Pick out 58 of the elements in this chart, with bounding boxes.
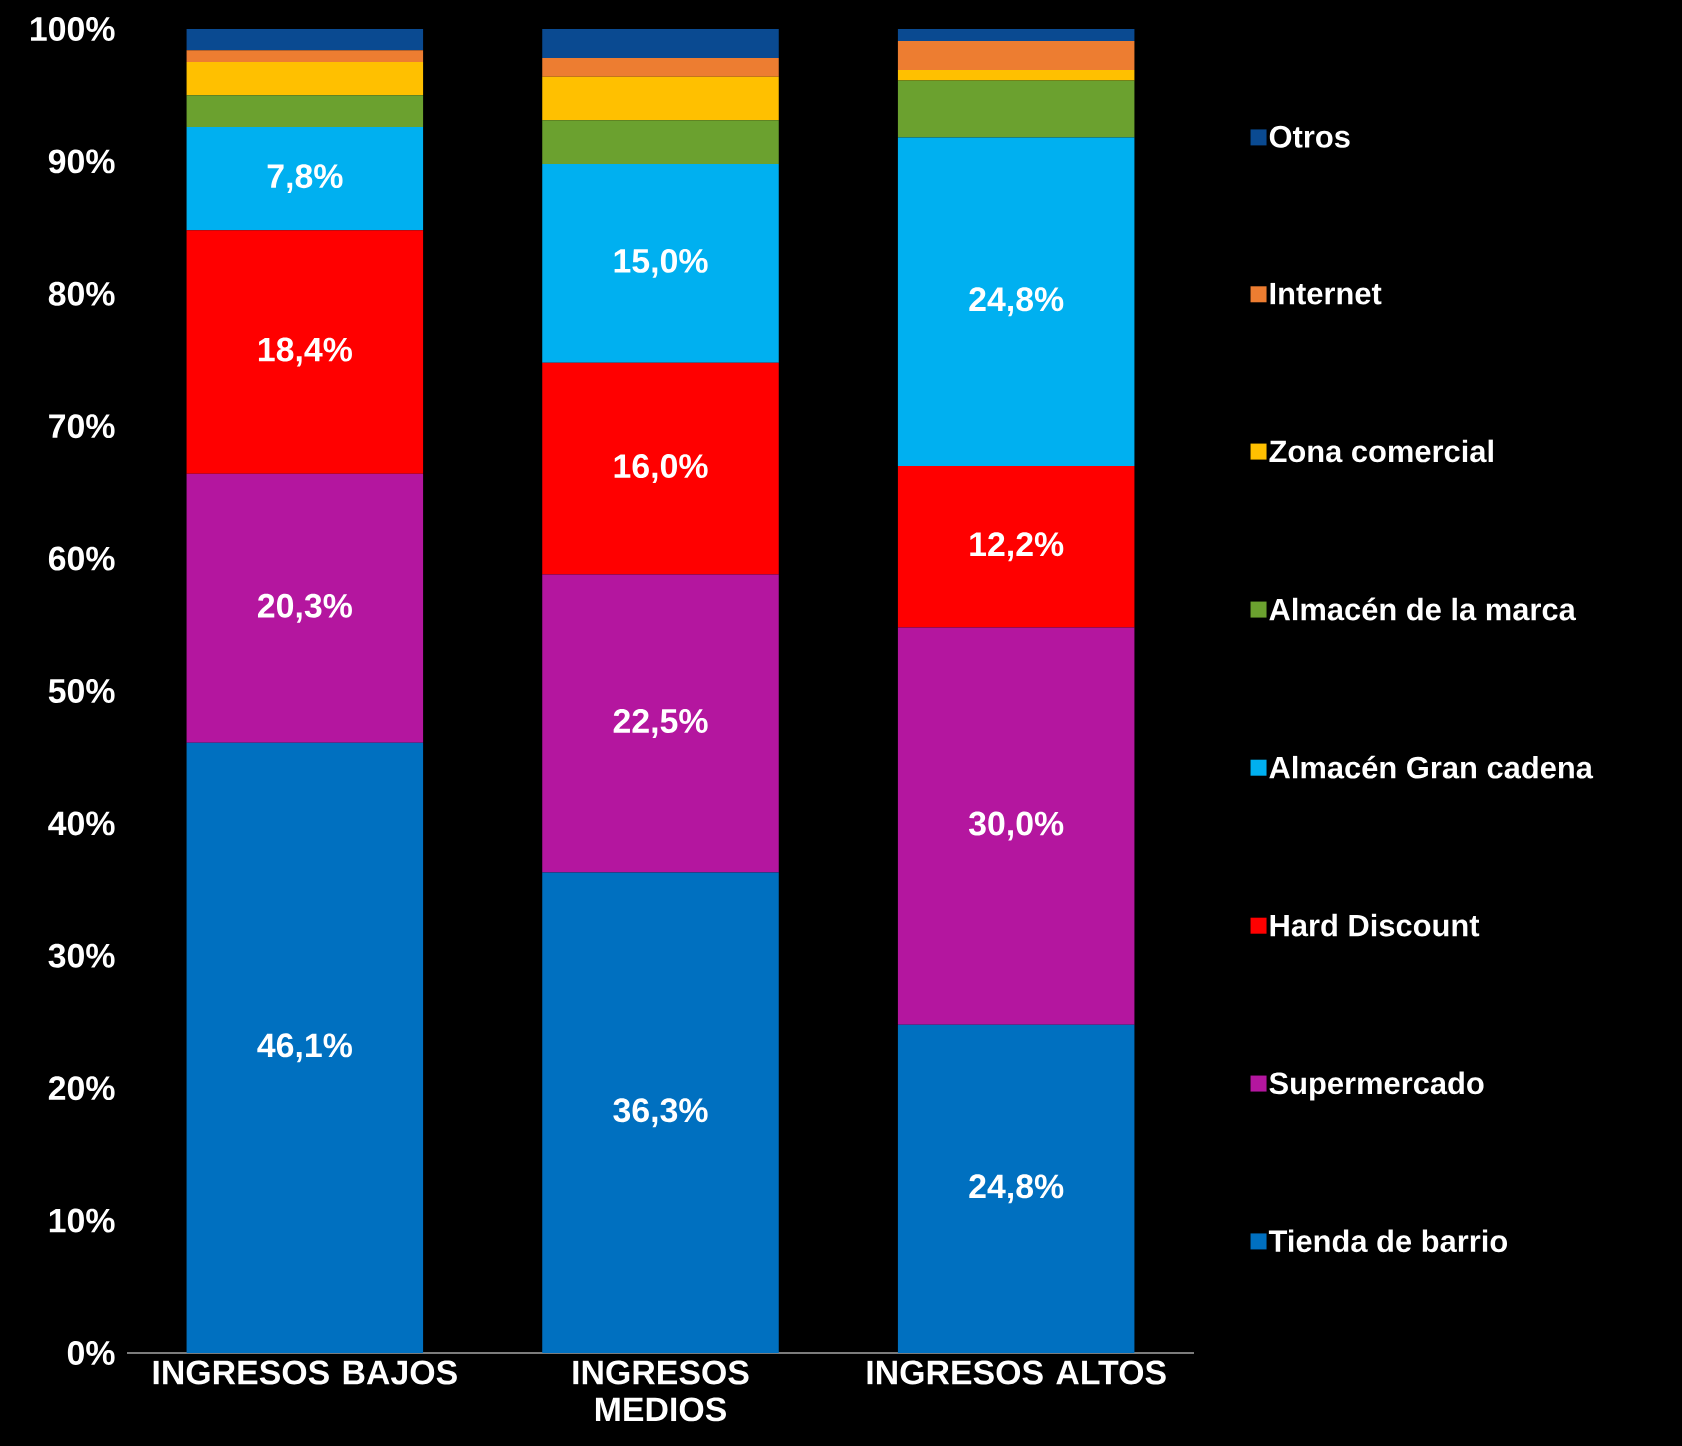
data-label: 30,0% — [968, 811, 1064, 841]
bar — [186, 62, 424, 96]
bar — [897, 465, 1135, 628]
data-label: 12,2% — [970, 532, 1064, 562]
y-tick-label: 20% — [48, 1076, 115, 1101]
y-tick-label: 30% — [48, 943, 115, 968]
data-label: 7,8% — [267, 164, 343, 194]
bar — [542, 58, 779, 77]
bar — [542, 120, 779, 165]
bar — [542, 872, 779, 1353]
bar — [897, 137, 1135, 466]
y-tick-label: 70% — [49, 414, 115, 439]
y-tick-label: 100% — [30, 16, 115, 41]
bar — [542, 362, 779, 575]
bar — [897, 1024, 1135, 1353]
legend-label: Internet — [1270, 282, 1382, 305]
data-label: 46,1% — [257, 1033, 352, 1063]
y-tick-label: 60% — [48, 546, 115, 571]
y-tick-label: 0% — [67, 1341, 115, 1365]
data-label: 15,0% — [614, 248, 708, 278]
x-tick-label: INGRESOS ALTOS — [867, 1360, 1166, 1385]
bar — [897, 40, 1135, 71]
bar — [897, 627, 1135, 1025]
bar — [186, 50, 424, 63]
x-tick-label: INGRESOS MEDIOS — [573, 1360, 749, 1422]
legend-label: Zona comercial — [1269, 439, 1493, 463]
bar — [897, 80, 1135, 138]
bar — [542, 164, 779, 363]
bar — [186, 742, 424, 1353]
legend-label: Almacén de la marca — [1269, 597, 1576, 621]
y-tick-label: 90% — [48, 149, 115, 174]
data-label: 20,3% — [257, 593, 352, 623]
bar — [186, 28, 424, 51]
legend-label: Hard Discount — [1270, 913, 1480, 937]
data-label: 16,0% — [614, 454, 708, 484]
data-label: 24,8% — [969, 1174, 1064, 1204]
x-tick-label: INGRESOS BAJOS — [153, 1360, 457, 1385]
legend-label: Otros — [1269, 125, 1350, 148]
legend-label: Almacén Gran cadena — [1269, 755, 1594, 779]
data-label: 18,4% — [258, 337, 352, 367]
bar — [186, 230, 424, 474]
y-tick-label: 10% — [49, 1208, 115, 1233]
bar — [542, 28, 779, 59]
bar — [542, 574, 779, 873]
data-label: 22,5% — [613, 708, 708, 738]
bar — [897, 70, 1135, 81]
data-label: 24,8% — [969, 287, 1064, 317]
legend-label: Tienda de barrio — [1268, 1229, 1508, 1253]
bar — [186, 126, 424, 231]
data-label: 36,3% — [613, 1098, 708, 1128]
bar — [186, 95, 424, 127]
bar — [897, 28, 1135, 41]
bar — [542, 76, 779, 121]
y-tick-label: 50% — [48, 679, 115, 703]
legend-label: Supermercado — [1269, 1071, 1484, 1101]
y-tick-label: 80% — [48, 281, 115, 306]
y-tick-label: 40% — [48, 811, 115, 836]
bar — [186, 473, 424, 743]
